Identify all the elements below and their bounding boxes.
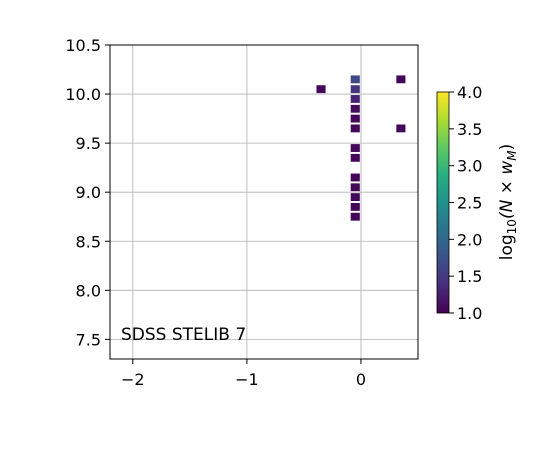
heatmap-cell [350,104,360,113]
x-tick-label: −1 [235,370,259,389]
y-tick-label: 9.0 [76,183,101,202]
dataset-annotation: SDSS STELIB 7 [121,325,246,345]
colorbar-tick-label: 1.5 [457,267,482,286]
heatmap-cell [350,85,360,94]
colorbar-label: log10(N × wM) [497,144,519,261]
colorbar-label-paren: (N × w [497,161,517,219]
colorbar-label-log: log [497,234,517,260]
y-tick-label: 7.5 [76,330,101,349]
heatmap-cell [350,173,360,182]
colorbar-tick-label: 1.0 [457,304,482,323]
heatmap-cell [350,183,360,192]
x-tick-label: −2 [121,370,145,389]
heatmap-cell [350,124,360,133]
heatmap-cell [350,144,360,152]
y-tick-label: 9.5 [76,134,101,153]
colorbar-tick-label: 3.0 [457,157,482,176]
heatmap-cells [316,75,406,221]
y-tick-label: 10.5 [65,36,101,55]
heatmap-cell [350,153,360,162]
heatmap-cell [350,114,360,123]
y-tick-label: 10.0 [65,85,101,104]
colorbar-label-sub10: 10 [505,219,519,234]
colorbar-label-close: ) [497,144,517,151]
heatmap-cell [350,95,360,103]
heatmap-cell [316,85,326,94]
colorbar [436,91,450,314]
colorbar-tick-label: 3.5 [457,120,482,139]
colorbar-tick-label: 2.0 [457,230,482,249]
colorbar-ticks: 1.0 1.5 2.0 2.5 3.0 3.5 4.0 [449,83,482,323]
colorbar-tick-label: 2.5 [457,194,482,213]
plot-frame [109,44,419,360]
x-axis-ticks: −2 −1 0 [121,359,366,389]
x-tick-label: 0 [356,370,366,389]
colorbar-tick-label: 4.0 [457,83,482,102]
y-axis-ticks: 7.5 8.0 8.5 9.0 9.5 10.0 10.5 [65,36,110,349]
heatmap-cell [396,75,406,84]
heatmap-cell [350,212,360,221]
colorbar-label-subM: M [505,150,519,161]
y-tick-label: 8.0 [76,281,101,300]
heatmap-cell [350,202,360,211]
heatmap-cell [350,193,360,202]
grid-lines [110,44,418,359]
heatmap-cell [396,124,406,133]
y-tick-label: 8.5 [76,232,101,251]
heatmap-cell [350,75,360,84]
